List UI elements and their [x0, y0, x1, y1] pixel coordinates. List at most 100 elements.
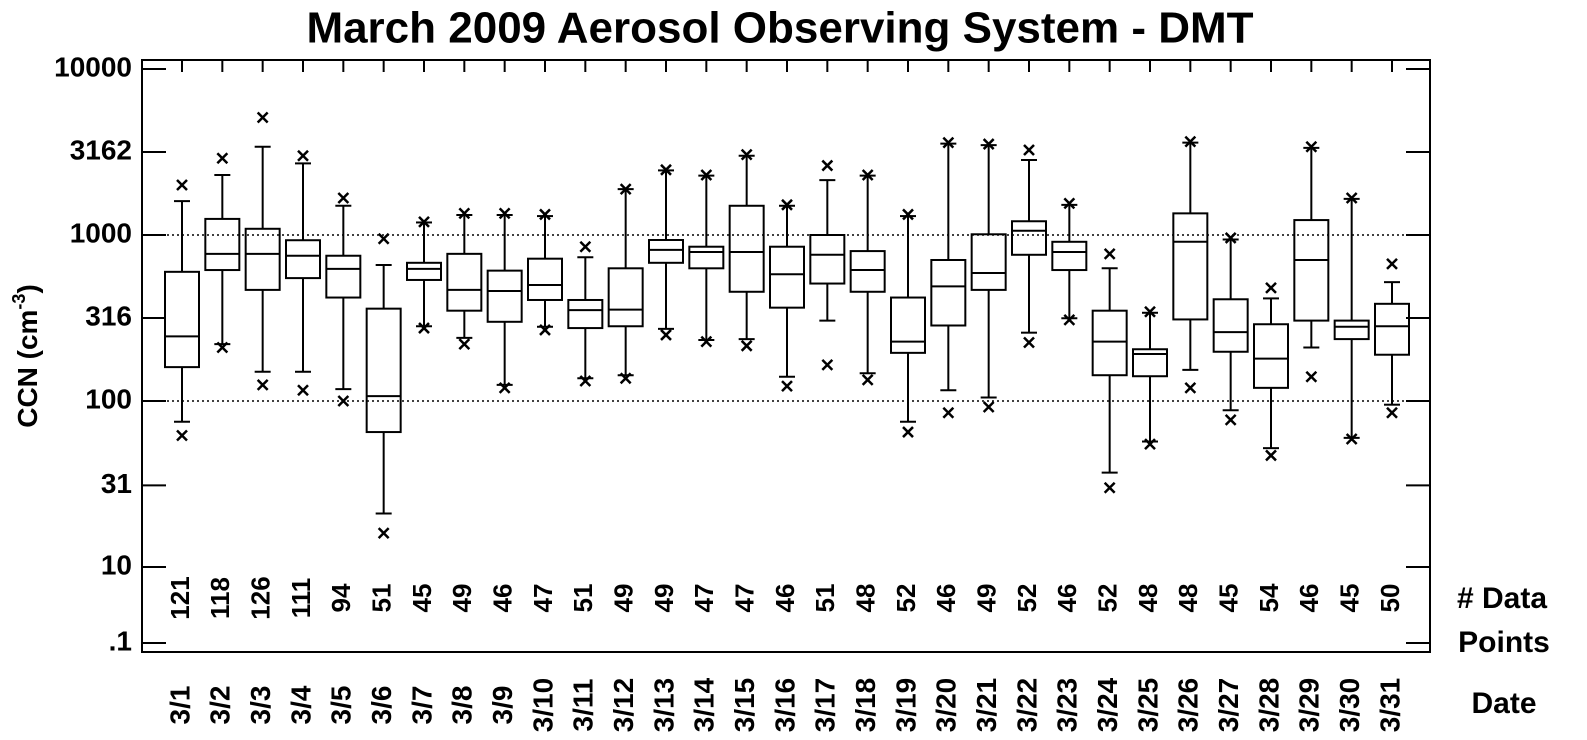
outlier-high [740, 148, 753, 161]
outlier-high [861, 169, 874, 181]
count-label: 46 [1052, 584, 1082, 613]
outlier-low [539, 324, 551, 336]
box [1051, 240, 1088, 272]
outlier-low [1063, 314, 1076, 326]
outlier-low [1023, 336, 1035, 349]
outlier-low [337, 395, 350, 407]
count-label: 46 [1294, 584, 1324, 613]
outlier-low [1386, 406, 1398, 419]
count-label: 45 [407, 584, 437, 613]
x-tick-label: 3/12 [608, 678, 639, 733]
outlier-high [619, 183, 632, 195]
outlier-low [1103, 481, 1116, 494]
box [688, 245, 725, 270]
outlier-high [418, 215, 430, 228]
box [325, 254, 362, 299]
y-tick-label: 316 [85, 300, 132, 331]
x-tick-label: 3/30 [1334, 678, 1365, 733]
outlier-low [1265, 449, 1277, 462]
count-label: 47 [689, 584, 719, 613]
outlier-low [1305, 370, 1318, 383]
outlier-low [498, 381, 511, 394]
x-tick-label: 3/23 [1052, 678, 1083, 733]
x-tick-label: 3/1 [164, 686, 195, 725]
box [607, 267, 644, 328]
count-label: 54 [1254, 583, 1284, 612]
x-tick-label: 3/5 [326, 686, 357, 725]
count-label: 49 [609, 584, 639, 613]
outlier-high [1224, 232, 1237, 244]
y-tick-label: 1000 [70, 217, 132, 248]
outlier-low [1144, 438, 1156, 450]
x-tick-label: 3/21 [971, 678, 1002, 733]
count-label: 51 [810, 584, 840, 613]
x-tick-label: 3/24 [1092, 677, 1123, 732]
x-tick-label: 3/28 [1253, 678, 1284, 733]
outlier-low [579, 375, 592, 387]
outlier-high [176, 179, 188, 191]
x-tick-label: 3/3 [245, 686, 276, 725]
x-tick-label: 3/14 [689, 677, 720, 732]
outlier-low [1345, 433, 1358, 445]
count-label: 47 [730, 584, 760, 613]
outlier-high [539, 208, 551, 221]
box [1333, 319, 1370, 341]
box [728, 204, 765, 293]
count-label: 52 [1012, 584, 1042, 613]
outlier-high [1144, 305, 1156, 318]
box [930, 258, 967, 327]
x-tick-label: 3/8 [447, 686, 478, 725]
y-axis-label: CCN (cm-3) [9, 284, 44, 428]
count-label: 52 [891, 584, 921, 613]
outlier-high [982, 138, 995, 150]
outlier-high [297, 149, 309, 162]
outlier-low [861, 374, 874, 386]
count-label: 45 [1214, 584, 1244, 613]
outlier-high [942, 136, 955, 149]
outlier-high [1345, 192, 1358, 204]
y-label-sup: -3 [9, 294, 29, 310]
y-label-end: ) [12, 284, 43, 293]
outlier-low [1224, 413, 1237, 426]
outlier-low [377, 527, 390, 539]
x-tick-label: 3/18 [850, 678, 881, 733]
box [527, 257, 563, 301]
count-label: 126 [246, 576, 276, 619]
outlier-high [337, 192, 350, 204]
x-tick-label: 3/19 [890, 678, 921, 733]
count-label: 51 [367, 584, 397, 613]
outlier-low [781, 380, 793, 392]
box [849, 250, 886, 293]
outlier-low [982, 401, 995, 413]
y-tick-label: 10000 [54, 51, 132, 82]
count-label: 50 [1375, 584, 1405, 613]
x-tick-label: 3/31 [1374, 678, 1405, 733]
count-label: 47 [528, 584, 558, 613]
count-label: # Data [1457, 582, 1547, 615]
outlier-high [498, 207, 511, 220]
x-tick-label: 3/10 [527, 678, 558, 733]
x-tick-label: 3/26 [1173, 678, 1204, 733]
outlier-low [216, 341, 229, 354]
count-label: Points [1458, 626, 1550, 659]
box [890, 296, 926, 354]
x-tick-label: 3/22 [1011, 678, 1042, 733]
box [1132, 348, 1168, 378]
y-tick-label: 31 [101, 468, 132, 499]
box [1011, 220, 1047, 256]
count-label: 49 [447, 584, 477, 613]
x-tick-label: 3/20 [931, 678, 962, 733]
outlier-high [700, 169, 713, 181]
count-label: 46 [931, 584, 961, 613]
x-tick-label: 3/7 [406, 686, 437, 725]
count-label: 49 [972, 584, 1002, 613]
box [970, 233, 1007, 291]
count-label: 94 [326, 583, 356, 612]
count-label: 46 [770, 584, 800, 613]
y-tick-label: 3162 [70, 134, 132, 165]
x-tick-label: 3/9 [487, 686, 518, 725]
box [446, 252, 483, 312]
outlier-low [619, 372, 632, 385]
x-tick-label: 3/29 [1294, 678, 1325, 733]
